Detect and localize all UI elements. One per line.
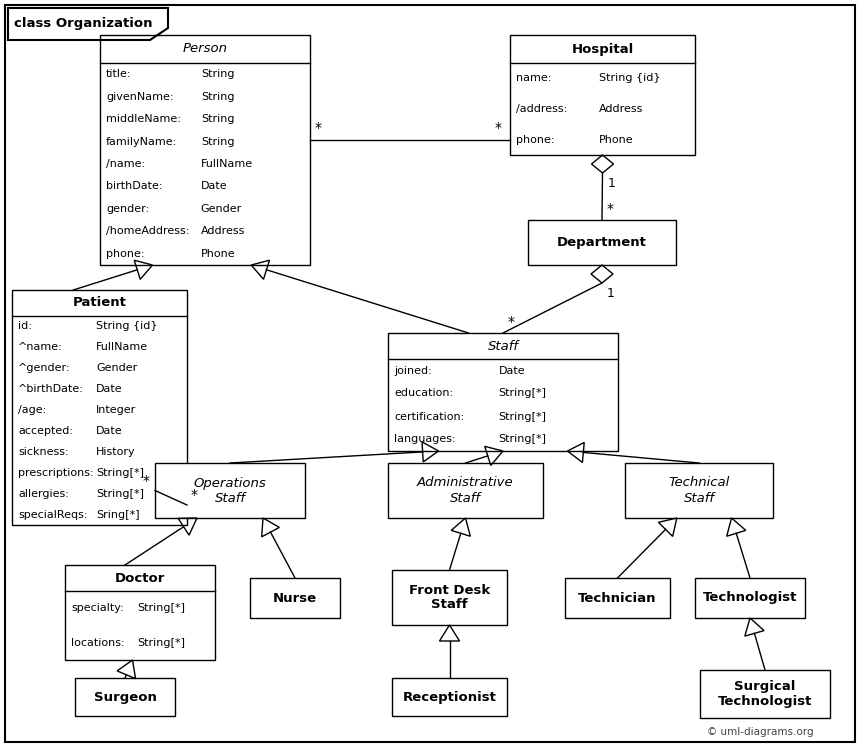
Text: *: * <box>143 474 150 488</box>
Text: class Organization: class Organization <box>14 17 152 31</box>
Text: FullName: FullName <box>200 159 253 169</box>
Text: FullName: FullName <box>96 342 148 353</box>
Text: String[*]: String[*] <box>499 435 546 444</box>
Bar <box>75 678 175 716</box>
Text: String {id}: String {id} <box>599 73 660 84</box>
Text: © uml-diagrams.org: © uml-diagrams.org <box>707 727 814 737</box>
Text: /address:: /address: <box>516 104 568 114</box>
Text: *: * <box>508 315 515 329</box>
Text: Person: Person <box>182 43 228 55</box>
Text: Phone: Phone <box>200 249 236 258</box>
Text: accepted:: accepted: <box>18 426 73 436</box>
Text: education:: education: <box>394 388 453 398</box>
Text: String: String <box>200 114 234 124</box>
Text: String[*]: String[*] <box>96 489 144 499</box>
Text: Gender: Gender <box>200 204 242 214</box>
Text: Surgical
Technologist: Surgical Technologist <box>718 680 812 708</box>
Text: *: * <box>607 202 614 216</box>
Text: Phone: Phone <box>599 134 634 145</box>
Text: joined:: joined: <box>394 365 432 376</box>
Text: String[*]: String[*] <box>137 604 185 613</box>
Text: Department: Department <box>557 236 647 249</box>
Text: String[*]: String[*] <box>499 388 546 398</box>
Bar <box>65 565 215 660</box>
Text: gender:: gender: <box>106 204 149 214</box>
Text: Doctor: Doctor <box>115 571 165 584</box>
Bar <box>625 463 773 518</box>
Text: String: String <box>200 69 234 79</box>
Text: ^gender:: ^gender: <box>18 363 71 374</box>
Text: name:: name: <box>516 73 551 84</box>
Text: Address: Address <box>599 104 643 114</box>
Text: Administrative
Staff: Administrative Staff <box>417 477 513 504</box>
Text: String: String <box>200 137 234 146</box>
Text: /name:: /name: <box>106 159 145 169</box>
Bar <box>12 290 187 525</box>
Text: ^name:: ^name: <box>18 342 63 353</box>
Text: phone:: phone: <box>106 249 144 258</box>
Text: String[*]: String[*] <box>499 412 546 421</box>
Bar <box>510 35 695 155</box>
Text: locations:: locations: <box>71 638 125 648</box>
Text: specialty:: specialty: <box>71 604 124 613</box>
Text: Patient: Patient <box>72 297 126 309</box>
Text: Date: Date <box>96 426 123 436</box>
Bar <box>565 578 670 618</box>
Text: *: * <box>495 121 502 135</box>
Bar <box>392 570 507 625</box>
Text: id:: id: <box>18 321 32 332</box>
Text: phone:: phone: <box>516 134 555 145</box>
Bar <box>388 333 618 451</box>
Text: String: String <box>200 92 234 102</box>
Text: String {id}: String {id} <box>96 321 157 332</box>
Text: Date: Date <box>499 365 525 376</box>
Text: Hospital: Hospital <box>571 43 634 55</box>
Text: *: * <box>191 488 198 502</box>
Text: allergies:: allergies: <box>18 489 69 499</box>
Text: Technician: Technician <box>578 592 657 604</box>
Bar <box>388 463 543 518</box>
Text: title:: title: <box>106 69 132 79</box>
Text: Sring[*]: Sring[*] <box>96 509 139 520</box>
Text: Address: Address <box>200 226 245 236</box>
Text: middleName:: middleName: <box>106 114 181 124</box>
Text: /homeAddress:: /homeAddress: <box>106 226 189 236</box>
Bar <box>700 670 830 718</box>
Bar <box>155 463 305 518</box>
Text: Date: Date <box>96 384 123 394</box>
Text: certification:: certification: <box>394 412 464 421</box>
Bar <box>695 578 805 618</box>
Text: String[*]: String[*] <box>96 468 144 478</box>
Text: String[*]: String[*] <box>137 638 185 648</box>
Text: Receptionist: Receptionist <box>402 690 496 704</box>
Text: History: History <box>96 447 136 457</box>
Bar <box>528 220 676 265</box>
Text: Gender: Gender <box>96 363 138 374</box>
Bar <box>250 578 340 618</box>
Text: Surgeon: Surgeon <box>94 690 157 704</box>
Text: Operations
Staff: Operations Staff <box>194 477 267 504</box>
Text: sickness:: sickness: <box>18 447 69 457</box>
Text: prescriptions:: prescriptions: <box>18 468 94 478</box>
Text: Front Desk
Staff: Front Desk Staff <box>408 583 490 612</box>
Text: *: * <box>315 121 322 135</box>
Text: Staff: Staff <box>488 339 519 353</box>
Text: givenName:: givenName: <box>106 92 174 102</box>
Text: 1: 1 <box>607 177 616 190</box>
Text: Technologist: Technologist <box>703 592 797 604</box>
Text: specialReqs:: specialReqs: <box>18 509 88 520</box>
Bar <box>392 678 507 716</box>
Text: familyName:: familyName: <box>106 137 177 146</box>
Text: Nurse: Nurse <box>273 592 317 604</box>
Text: 1: 1 <box>607 287 615 300</box>
Text: Date: Date <box>200 182 227 191</box>
Text: birthDate:: birthDate: <box>106 182 163 191</box>
Text: /age:: /age: <box>18 405 46 415</box>
Text: ^birthDate:: ^birthDate: <box>18 384 84 394</box>
Text: Technical
Staff: Technical Staff <box>668 477 729 504</box>
Text: languages:: languages: <box>394 435 456 444</box>
Text: Integer: Integer <box>96 405 136 415</box>
Bar <box>100 35 310 265</box>
